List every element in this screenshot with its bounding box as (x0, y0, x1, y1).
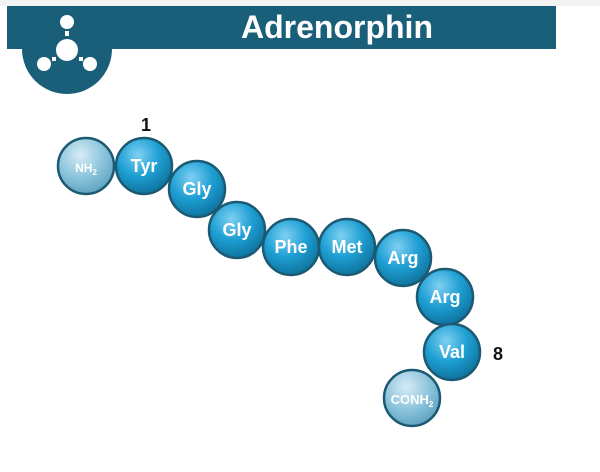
c-terminus-label: CONH2 (391, 392, 434, 409)
title-banner (7, 6, 556, 49)
residue-3-bead: Gly (207, 200, 267, 260)
residue-4-label: Phe (274, 237, 307, 257)
residue-6-label: Arg (388, 248, 419, 268)
title-text: Adrenorphin (241, 9, 433, 45)
c-terminus-sphere (382, 368, 442, 428)
n-terminus-bead: NH2 (56, 136, 116, 196)
residue-8-sphere (422, 322, 482, 382)
residue-2-bead: Gly (167, 159, 227, 219)
residue-6-sphere (373, 228, 433, 288)
residue-7-bead: Arg (415, 267, 475, 327)
page-title: Adrenorphin (0, 6, 562, 49)
residue-8-bead: Val (422, 322, 482, 382)
residue-1-label: Tyr (131, 156, 158, 176)
molecule-icon (22, 15, 112, 94)
residue-4-bead: Phe (261, 217, 321, 277)
residue-5-sphere (317, 217, 377, 277)
residue-3-sphere (207, 200, 267, 260)
n-terminus-label: NH2 (75, 161, 97, 177)
residue-5-label: Met (332, 237, 363, 257)
residue-1-sphere (114, 136, 174, 196)
end-position-label: 8 (493, 344, 503, 364)
residue-7-label: Arg (430, 287, 461, 307)
start-position-label: 1 (141, 115, 151, 135)
c-terminus-bead: CONH2 (382, 368, 442, 428)
residue-5-bead: Met (317, 217, 377, 277)
residue-6-bead: Arg (373, 228, 433, 288)
residue-2-sphere (167, 159, 227, 219)
residue-8-label: Val (439, 342, 465, 362)
top-strip (0, 0, 600, 6)
residue-1-bead: Tyr (114, 136, 174, 196)
n-terminus-sphere (56, 136, 116, 196)
residue-2-label: Gly (182, 179, 211, 199)
residue-3-label: Gly (222, 220, 251, 240)
